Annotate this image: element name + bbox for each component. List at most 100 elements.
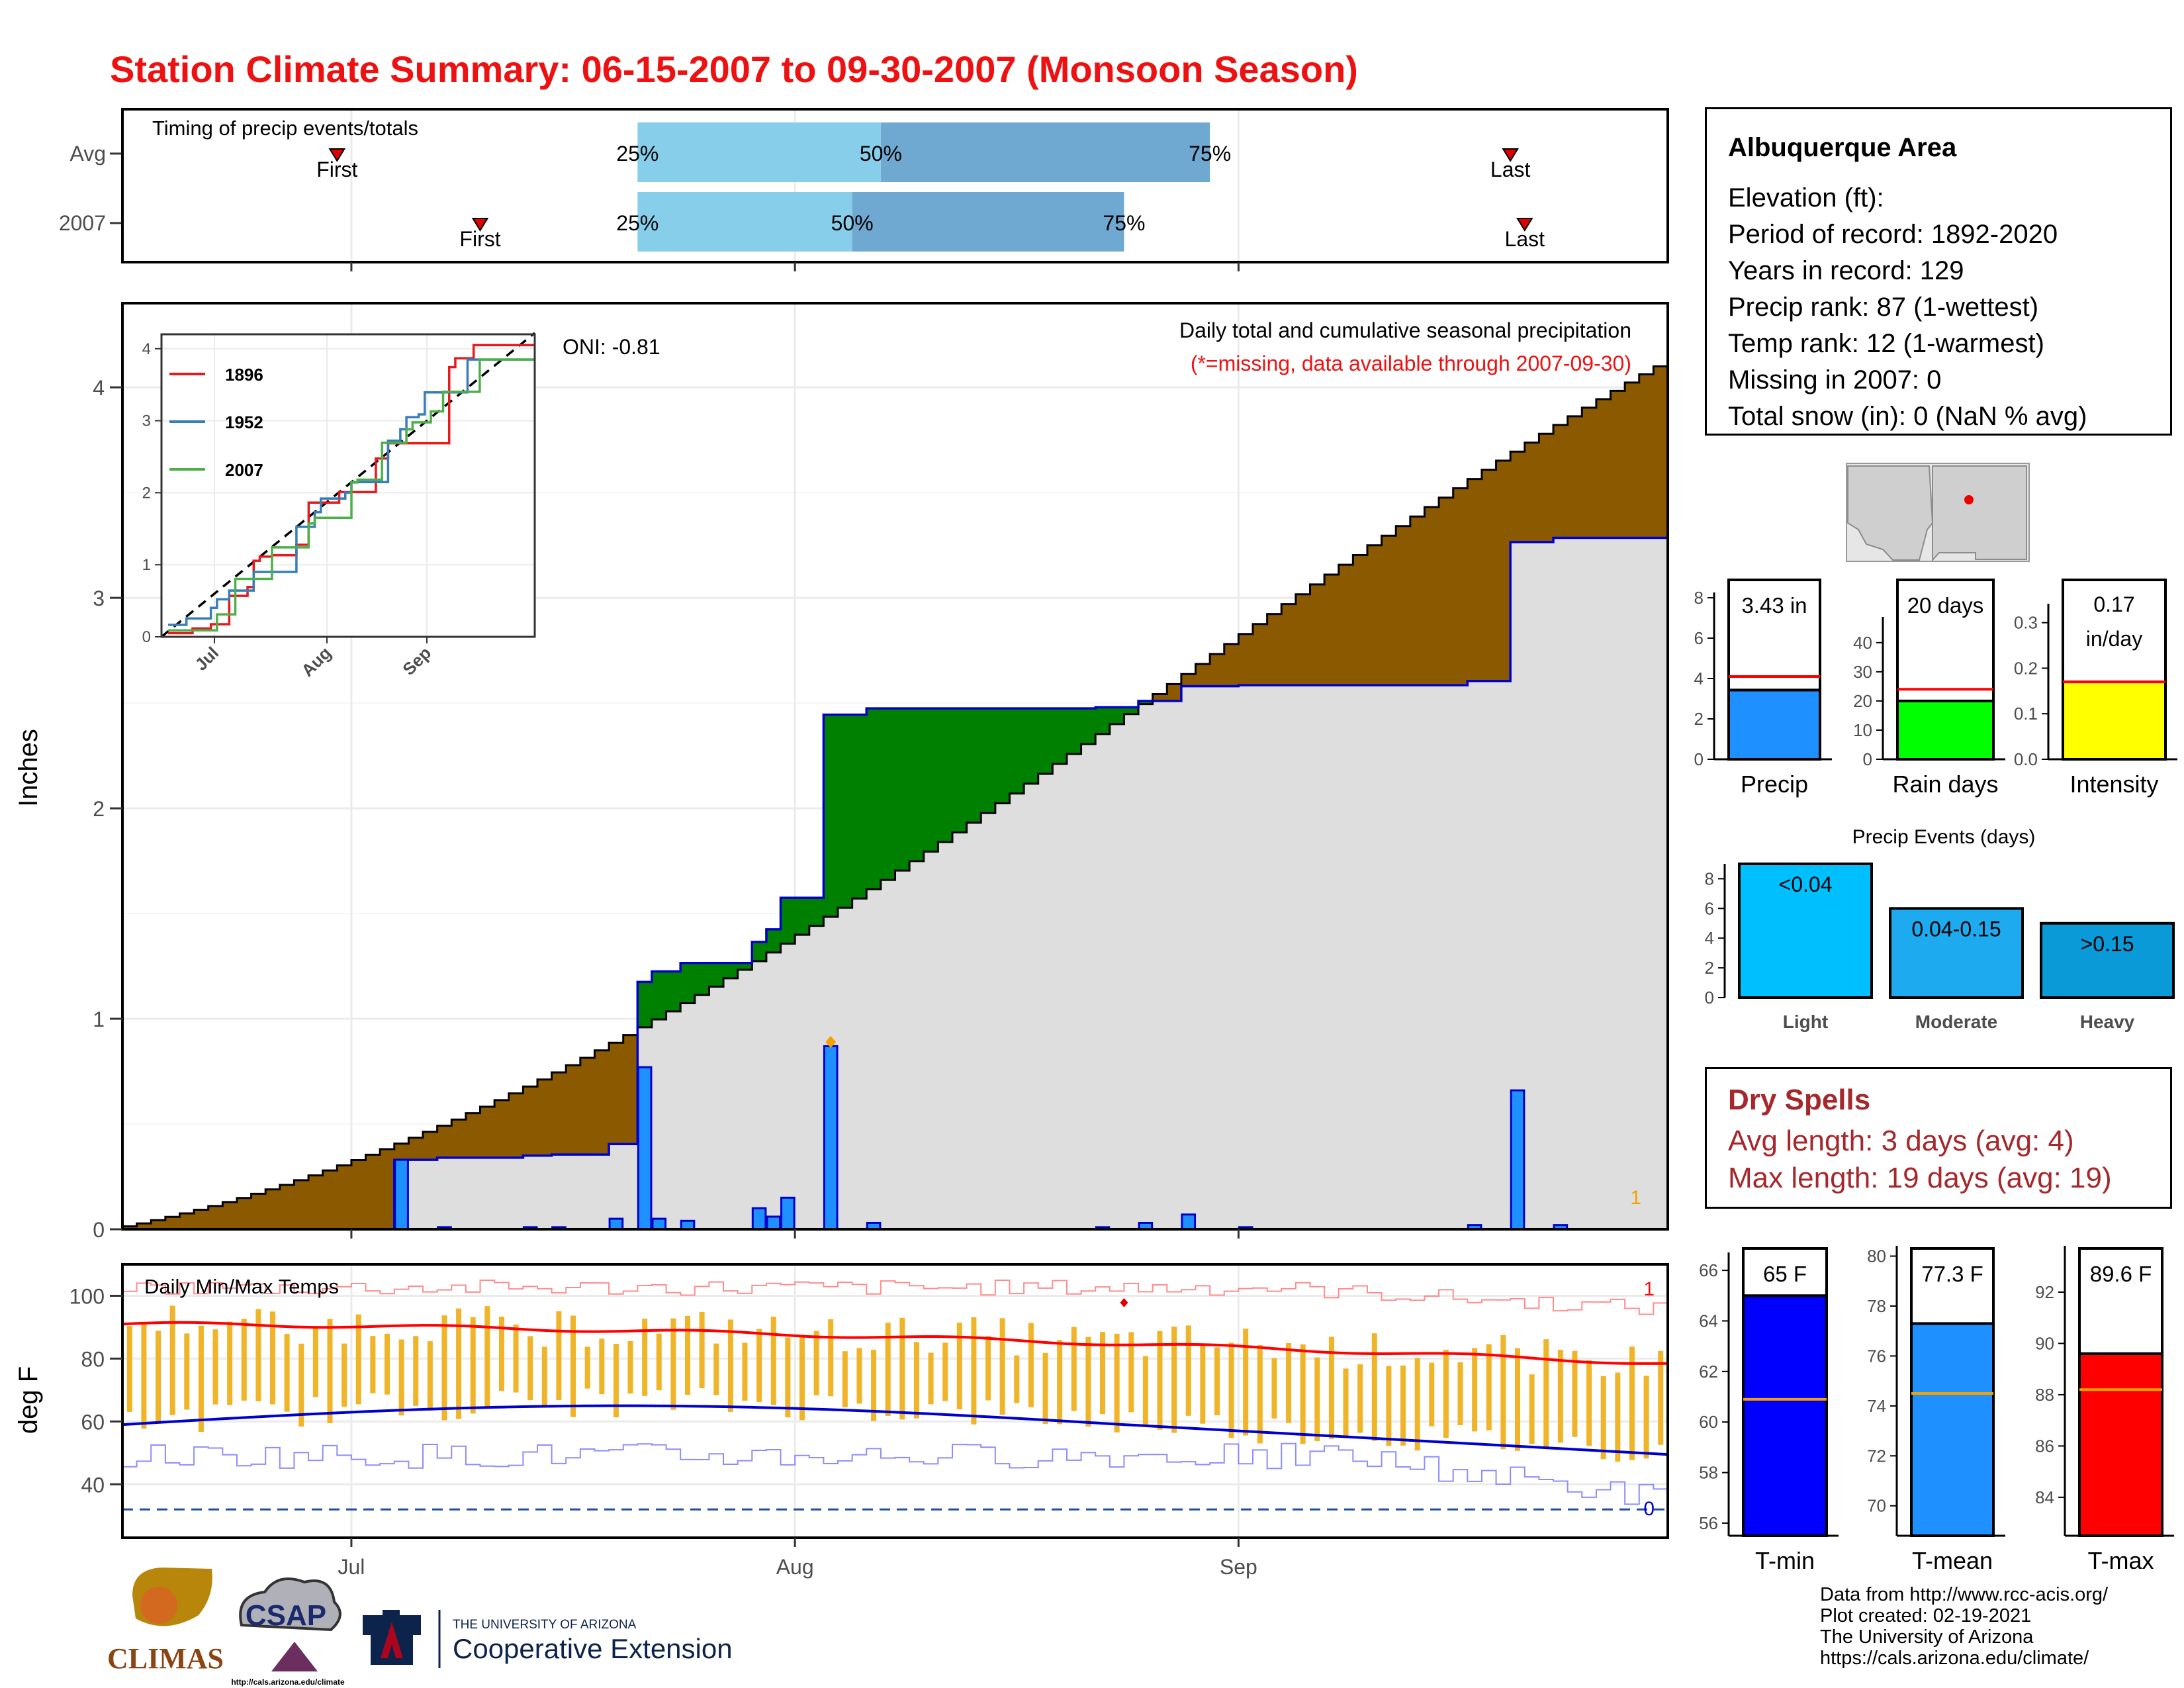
daily-precip-bar xyxy=(608,1217,624,1231)
q25-label: 25% xyxy=(616,211,659,235)
csap-cloud-icon xyxy=(239,1577,341,1632)
above-avg-segment xyxy=(637,982,653,1027)
last-marker-icon xyxy=(1502,148,1519,162)
daily-temp-bar xyxy=(1200,1345,1206,1424)
precip-total-category-label: Precip xyxy=(1741,771,1808,798)
daily-temp-bar xyxy=(1185,1325,1191,1416)
q25-label: 25% xyxy=(616,142,659,165)
above-avg-segment xyxy=(1024,708,1039,784)
oni-label: ONI: -0.81 xyxy=(563,335,660,359)
precip-events-ytick-label: 4 xyxy=(1705,928,1714,948)
credits: Data from http://www.rcc-acis.org/ Plot … xyxy=(1820,1584,2108,1669)
daily-temp-bar xyxy=(599,1338,605,1395)
precip-events-value-label: <0.04 xyxy=(1779,872,1833,896)
rain-days-category-label: Rain days xyxy=(1892,771,1998,798)
daily-temp-bar xyxy=(899,1317,905,1420)
above-avg-segment xyxy=(909,708,925,861)
above-avg-segment xyxy=(766,929,782,953)
daily-temp-bar xyxy=(241,1319,247,1401)
temperature-panel: Daily Min/Max Temps 1 0 40 60 80 100 Jul Aug Sep d… xyxy=(14,1263,1669,1579)
above-avg-segment xyxy=(923,708,938,852)
daily-temp-bar xyxy=(1142,1356,1148,1426)
info-precip-rank: Precip rank: 87 (1-wettest) xyxy=(1728,293,2039,322)
daily-temp-bar xyxy=(971,1317,977,1425)
daily-precip-bar xyxy=(1510,1089,1525,1231)
temp-xtick-label: Jul xyxy=(338,1555,365,1579)
dry-spells-title: Dry Spells xyxy=(1728,1084,1871,1116)
above-avg-segment xyxy=(1138,700,1154,704)
above-avg-segment xyxy=(895,708,910,871)
rain-days-ytick-label: 40 xyxy=(1853,633,1872,653)
daily-temp-bar xyxy=(184,1333,190,1410)
daily-temp-bar xyxy=(1543,1339,1549,1450)
daily-temp-bar xyxy=(656,1333,662,1391)
daily-precip-bar xyxy=(823,1045,839,1231)
rain-days-value-box xyxy=(1896,579,1995,702)
daily-temp-bar xyxy=(842,1351,848,1407)
intensity-value-box xyxy=(2062,579,2167,684)
max-record-count-label: 1 xyxy=(1643,1278,1655,1300)
station-name: Albuquerque Area xyxy=(1728,133,1957,162)
arizona-shape xyxy=(1847,465,1934,561)
above-avg-segment xyxy=(838,714,853,908)
info-years: Years in record: 129 xyxy=(1728,256,1964,285)
dry-spells-max: Max length: 19 days (avg: 19) xyxy=(1728,1162,2112,1194)
precip-events-category-label: Heavy xyxy=(2080,1011,2135,1032)
precip-chart-subtitle: (*=missing, data available through 2007-… xyxy=(1191,352,1631,375)
t-mean-value-box xyxy=(1910,1247,1995,1325)
daily-temp-bar xyxy=(270,1311,276,1405)
above-avg-segment xyxy=(666,971,681,1011)
daily-temp-bar xyxy=(1014,1355,1020,1403)
daily-temp-bar xyxy=(141,1322,147,1429)
t-max-ytick-label: 84 xyxy=(2035,1487,2054,1507)
daily-temp-bar xyxy=(341,1343,347,1407)
daily-temp-bar xyxy=(1429,1362,1435,1427)
daily-temp-bar xyxy=(1371,1333,1377,1441)
daily-temp-bar xyxy=(642,1319,648,1396)
daily-temp-bar xyxy=(699,1311,705,1389)
daily-temp-bar xyxy=(1099,1332,1105,1415)
t-min-ytick-label: 58 xyxy=(1699,1463,1718,1483)
intensity-value-label: 0.17 xyxy=(2093,592,2134,616)
daily-temp-bar xyxy=(312,1326,318,1397)
t-mean-ytick-label: 78 xyxy=(1867,1296,1886,1316)
rain-days-ytick-label: 10 xyxy=(1853,720,1872,740)
rain-days-bar xyxy=(1896,699,1995,761)
daily-temp-bar xyxy=(1457,1362,1463,1426)
t-min-ytick-label: 60 xyxy=(1699,1412,1718,1432)
daily-temp-bar xyxy=(713,1343,719,1395)
quartile-bar-upper xyxy=(880,122,1210,182)
timing-row-label: 2007 xyxy=(59,211,106,235)
daily-precip-bar xyxy=(651,1217,667,1231)
daily-temp-bar xyxy=(670,1318,676,1410)
inset-ytick-label: 1 xyxy=(142,556,151,574)
last-marker-icon xyxy=(1516,218,1533,232)
precip-events-value-label: 0.04-0.15 xyxy=(1911,917,2001,941)
rain-days-ytick-label: 0 xyxy=(1863,749,1872,769)
t-mean-ytick-label: 76 xyxy=(1867,1346,1886,1366)
climas-logo-text: CLIMAS xyxy=(107,1642,224,1675)
intensity-value-unit: in/day xyxy=(2086,627,2142,651)
daily-temp-bar xyxy=(169,1305,175,1415)
above-avg-segment xyxy=(1095,707,1111,734)
above-avg-segment xyxy=(752,941,767,961)
above-avg-segment xyxy=(995,708,1010,804)
inset-legend-label: 1896 xyxy=(225,365,263,385)
precip-total-ytick-label: 0 xyxy=(1694,749,1704,769)
precip-total-ytick-label: 8 xyxy=(1694,588,1704,608)
intensity-ytick-label: 0.3 xyxy=(2014,613,2038,633)
daily-temp-bar xyxy=(1615,1372,1621,1462)
t-max-category-label: T-max xyxy=(2087,1547,2154,1574)
above-avg-segment xyxy=(709,962,724,987)
above-avg-segment xyxy=(1081,708,1096,744)
above-avg-segment xyxy=(723,962,739,978)
precip-ytick-label: 0 xyxy=(93,1218,105,1242)
logos: CLIMAS CSAP http://cals.arizona.edu/climat… xyxy=(107,1568,733,1687)
q75-label: 75% xyxy=(1189,142,1231,165)
intensity-category-label: Intensity xyxy=(2070,771,2158,798)
inset-ytick-label: 0 xyxy=(142,628,151,646)
daily-temp-bar xyxy=(255,1309,261,1401)
q50-label: 50% xyxy=(860,142,902,165)
